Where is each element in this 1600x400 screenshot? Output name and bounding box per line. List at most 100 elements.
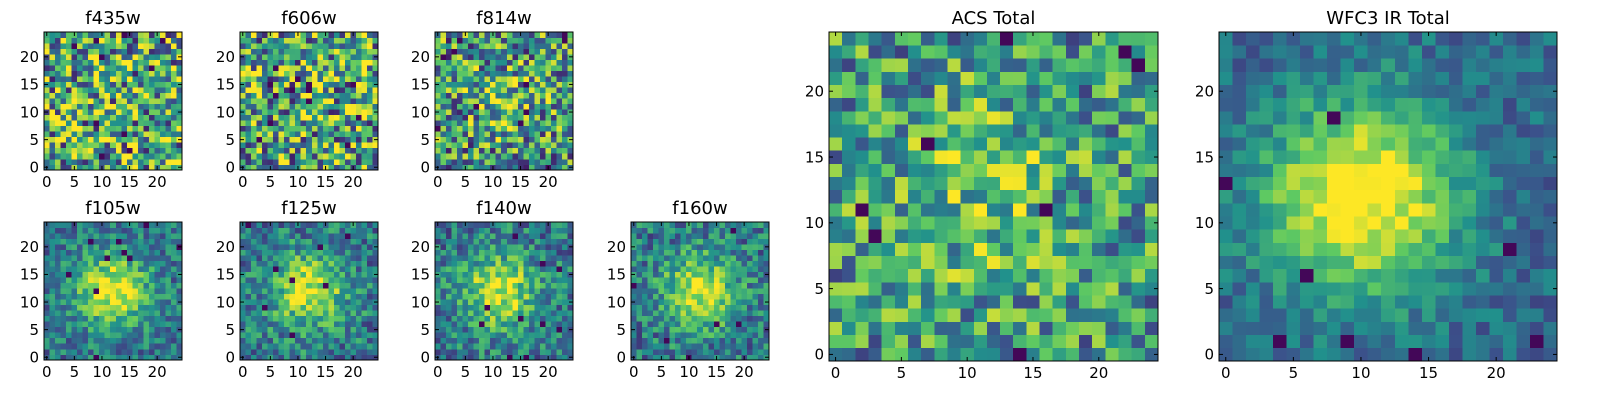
heatmap-cell	[501, 255, 508, 261]
heatmap-cell	[1026, 255, 1040, 270]
heatmap-cell	[148, 293, 155, 300]
heatmap-cell	[708, 310, 715, 317]
heatmap-cell	[512, 54, 519, 60]
heatmap-cell	[115, 81, 122, 88]
heatmap-cell	[273, 343, 279, 350]
heatmap-cell	[165, 76, 172, 82]
heatmap-cell	[490, 260, 497, 267]
heatmap-cell	[154, 109, 161, 116]
heatmap-cell	[1092, 216, 1106, 230]
heatmap-cell	[495, 337, 502, 344]
heatmap-cell	[523, 164, 530, 171]
heatmap-cell	[435, 343, 441, 350]
heatmap-cell	[251, 255, 257, 261]
y-tick-label: 15	[216, 266, 235, 284]
heatmap-cell	[88, 321, 94, 328]
heatmap-cell	[746, 288, 753, 295]
heatmap-cell	[752, 299, 759, 306]
heatmap-cell	[104, 227, 111, 234]
heatmap-cell	[159, 315, 166, 322]
heatmap-cell	[462, 277, 469, 284]
heatmap-cell	[344, 266, 351, 272]
heatmap-cell	[328, 153, 335, 160]
heatmap-cell	[295, 81, 302, 88]
heatmap-cell	[361, 293, 368, 300]
heatmap-cell	[154, 315, 161, 322]
heatmap-cell	[99, 260, 106, 267]
panel-title: f125w	[281, 198, 336, 219]
heatmap-cell	[534, 37, 541, 44]
heatmap-cell	[284, 48, 290, 55]
heatmap-cell	[752, 282, 759, 289]
heatmap-cell	[506, 142, 513, 149]
heatmap-cell	[82, 343, 89, 350]
heatmap-cell	[829, 268, 843, 283]
heatmap-cell	[539, 158, 546, 165]
heatmap-cell	[691, 310, 698, 317]
heatmap-cell	[986, 163, 1001, 178]
heatmap-cell	[154, 147, 161, 154]
heatmap-cell	[708, 315, 715, 322]
heatmap-cell	[1131, 163, 1146, 178]
heatmap-cell	[267, 120, 274, 127]
heatmap-cell	[317, 54, 324, 60]
heatmap-cell	[322, 332, 329, 339]
heatmap-cell	[1144, 308, 1159, 322]
heatmap-cell	[512, 343, 519, 350]
heatmap-cell	[115, 125, 122, 132]
heatmap-cell	[1079, 163, 1093, 178]
heatmap-cell	[855, 347, 869, 362]
heatmap-cell	[300, 255, 307, 261]
heatmap-cell	[71, 65, 78, 71]
heatmap-cell	[523, 153, 530, 160]
heatmap-cell	[88, 255, 94, 261]
heatmap-cell	[921, 203, 935, 217]
heatmap-cell	[451, 282, 458, 289]
heatmap-cell	[446, 249, 452, 256]
heatmap-cell	[724, 299, 731, 306]
heatmap-cell	[240, 120, 246, 127]
heatmap-cell	[339, 227, 346, 234]
heatmap-cell	[82, 277, 89, 284]
heatmap-cell	[642, 282, 648, 289]
heatmap-cell	[278, 354, 285, 361]
heatmap-cell	[479, 227, 485, 234]
heatmap-cell	[451, 348, 458, 355]
heatmap-cell	[262, 70, 268, 77]
heatmap-cell	[462, 310, 469, 317]
heatmap-cell	[245, 282, 252, 289]
heatmap-cell	[306, 244, 313, 250]
heatmap-cell	[300, 70, 307, 77]
heatmap-cell	[278, 310, 285, 317]
heatmap-cell	[328, 343, 335, 350]
heatmap-cell	[137, 343, 144, 350]
heatmap-cell	[245, 227, 252, 234]
heatmap-cell	[517, 109, 524, 116]
heatmap-cell	[355, 81, 362, 88]
heatmap-cell	[545, 299, 552, 306]
heatmap-cell	[506, 92, 513, 99]
x-tick-label: 0	[238, 173, 248, 191]
heatmap-cell	[143, 98, 150, 105]
heatmap-cell	[506, 337, 513, 344]
heatmap-cell	[631, 255, 637, 261]
heatmap-cell	[104, 255, 111, 261]
heatmap-cell	[355, 277, 362, 284]
heatmap-cell	[256, 136, 263, 143]
heatmap-cell	[1039, 308, 1054, 322]
heatmap-cell	[306, 266, 313, 272]
heatmap-cell	[446, 158, 452, 165]
heatmap-cell	[1118, 176, 1132, 191]
heatmap-cell	[289, 37, 296, 44]
heatmap-cell	[88, 37, 94, 44]
heatmap-cell	[165, 332, 172, 339]
heatmap-cell	[328, 332, 335, 339]
heatmap-cell	[284, 337, 290, 344]
heatmap-cell	[680, 310, 687, 317]
heatmap-cell	[457, 92, 463, 99]
heatmap-cell	[495, 249, 502, 256]
heatmap-cell	[267, 233, 274, 239]
heatmap-cell	[1118, 189, 1132, 204]
heatmap-cell	[446, 238, 452, 245]
heatmap-cell	[457, 310, 463, 317]
